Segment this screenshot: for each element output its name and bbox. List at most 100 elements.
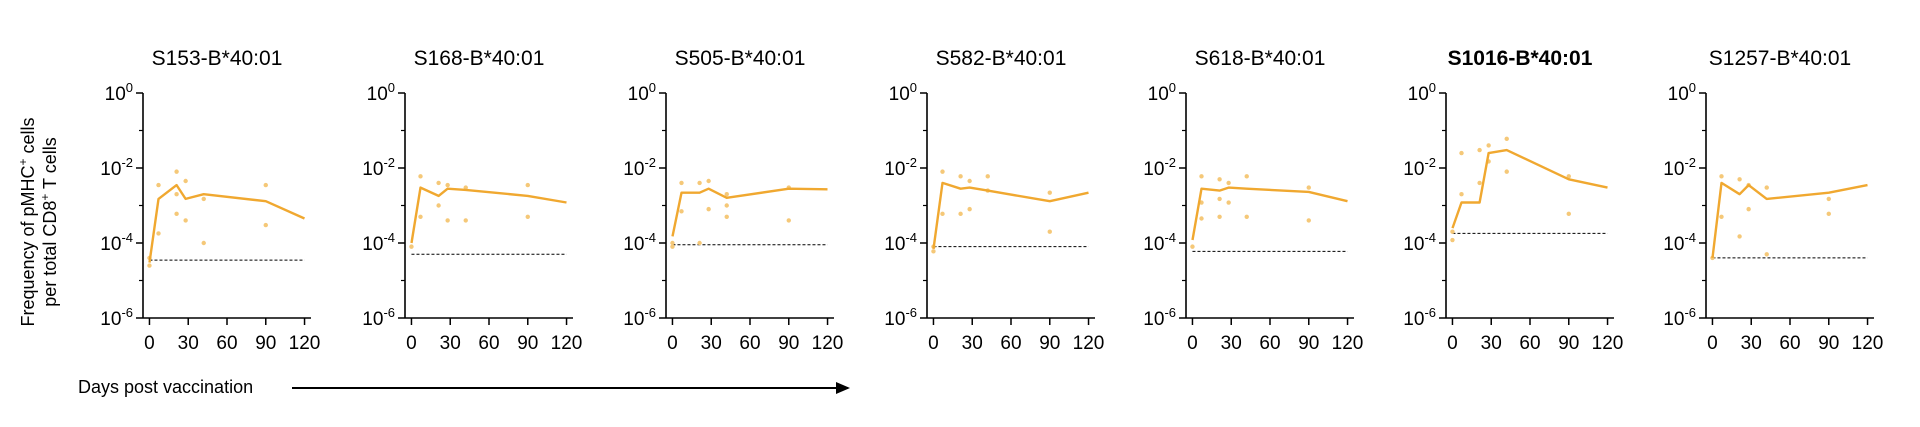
data-point	[1217, 177, 1222, 182]
data-point	[786, 218, 791, 223]
data-point	[201, 196, 206, 202]
x-tick-label: 90	[778, 333, 799, 354]
x-axis-caption: Days post vaccination	[78, 377, 253, 397]
data-point	[985, 174, 990, 179]
panel-title: S618-B*40:01	[1195, 47, 1326, 70]
y-tick-label: 100	[367, 80, 395, 105]
data-point	[174, 211, 179, 217]
panel: S1016-B*40:01 100 10-2 10-4 10-6 0 30 60 90 120	[1403, 47, 1623, 354]
data-point	[1459, 150, 1464, 156]
data-point	[697, 240, 702, 246]
data-point	[940, 169, 945, 174]
series-line	[671, 187, 828, 237]
y-tick-label: 100	[105, 80, 133, 105]
data-point	[931, 249, 936, 254]
data-point	[1190, 244, 1195, 249]
x-tick-label: 60	[1779, 333, 1800, 354]
x-tick-label: 0	[144, 333, 155, 354]
data-point	[670, 244, 675, 249]
data-point	[1047, 229, 1052, 234]
series-line	[410, 186, 567, 244]
y-tick-label: 100	[1408, 80, 1436, 105]
panel-title: S1016-B*40:01	[1448, 47, 1593, 70]
data-point	[1226, 200, 1231, 205]
panel-title: S1257-B*40:01	[1709, 47, 1851, 70]
data-point	[1826, 196, 1831, 202]
x-tick-label: 120	[551, 333, 583, 354]
data-point	[724, 192, 729, 197]
x-tick-label: 120	[1073, 333, 1105, 354]
y-tick-label: 10-4	[623, 230, 656, 255]
data-point	[525, 214, 530, 219]
data-point	[1047, 190, 1052, 195]
series-line	[1191, 186, 1348, 241]
data-point	[1450, 229, 1455, 234]
x-tick-label: 120	[1592, 333, 1624, 354]
x-tick-label: 30	[701, 333, 722, 354]
panel: S582-B*40:01 100 10-2 10-4 10-6 0 30 60 90 120	[884, 47, 1104, 354]
panel-title: S168-B*40:01	[414, 47, 545, 70]
x-tick-label: 120	[812, 333, 844, 354]
data-point	[1244, 214, 1249, 219]
data-point	[1566, 174, 1571, 179]
y-tick-label: 100	[1668, 80, 1696, 105]
x-tick-label: 0	[667, 333, 678, 354]
y-tick-label: 10-6	[623, 305, 656, 330]
data-point	[1486, 143, 1491, 148]
data-point	[706, 178, 711, 184]
data-point	[1764, 252, 1769, 257]
x-tick-label: 60	[216, 333, 237, 354]
x-tick-label: 0	[1447, 333, 1458, 354]
x-tick-label: 30	[178, 333, 199, 354]
x-tick-label: 90	[1039, 333, 1060, 354]
y-axis-label: Frequency of pMHC+ cells	[16, 117, 38, 326]
y-tick-label: 10-6	[1143, 305, 1176, 330]
panel-group: S153-B*40:01 100 10-2 10-4 10-6 0 30 60 90 120 S16…	[100, 47, 1883, 354]
x-tick-label: 60	[478, 333, 499, 354]
data-point	[183, 178, 188, 184]
x-tick-label: 60	[1000, 333, 1021, 354]
data-point	[1737, 234, 1742, 239]
y-tick-label: 10-6	[1663, 305, 1696, 330]
data-point	[147, 263, 152, 268]
data-point	[525, 182, 530, 188]
data-point	[1226, 180, 1231, 186]
data-point	[1764, 185, 1769, 190]
panel-title: S153-B*40:01	[152, 47, 283, 70]
data-point	[1504, 136, 1509, 142]
data-point	[706, 206, 711, 212]
data-point	[263, 182, 268, 188]
x-tick-label: 90	[517, 333, 538, 354]
y-tick-label: 10-4	[884, 230, 917, 255]
x-tick-label: 0	[1187, 333, 1198, 354]
y-tick-label: 10-2	[1663, 155, 1696, 180]
data-point	[1199, 216, 1204, 221]
data-point	[418, 174, 423, 179]
data-point	[436, 203, 441, 208]
y-tick-label: 100	[1148, 80, 1176, 105]
data-point	[183, 218, 188, 223]
data-point	[1719, 174, 1724, 179]
data-point	[1477, 180, 1482, 186]
panel: S153-B*40:01 100 10-2 10-4 10-6 0 30 60 90 120	[100, 47, 320, 354]
data-point	[156, 231, 161, 236]
data-point	[174, 192, 179, 197]
x-tick-label: 60	[1259, 333, 1280, 354]
data-point	[1477, 147, 1482, 153]
x-tick-label: 30	[1741, 333, 1762, 354]
data-point	[445, 182, 450, 188]
y-tick-label: 10-2	[362, 155, 395, 180]
series-line	[932, 181, 1089, 249]
data-point	[1217, 214, 1222, 219]
data-point	[670, 240, 675, 246]
data-point	[1217, 196, 1222, 202]
y-tick-label: 100	[628, 80, 656, 105]
x-tick-label: 30	[1481, 333, 1502, 354]
data-point	[1737, 177, 1742, 182]
data-point	[445, 218, 450, 223]
panel: S1257-B*40:01 100 10-2 10-4 10-6 0 30 60 90 120	[1663, 47, 1883, 354]
data-point	[1450, 237, 1455, 243]
x-tick-label: 120	[1852, 333, 1884, 354]
y-tick-label: 10-4	[1663, 230, 1696, 255]
data-point	[1199, 174, 1204, 179]
